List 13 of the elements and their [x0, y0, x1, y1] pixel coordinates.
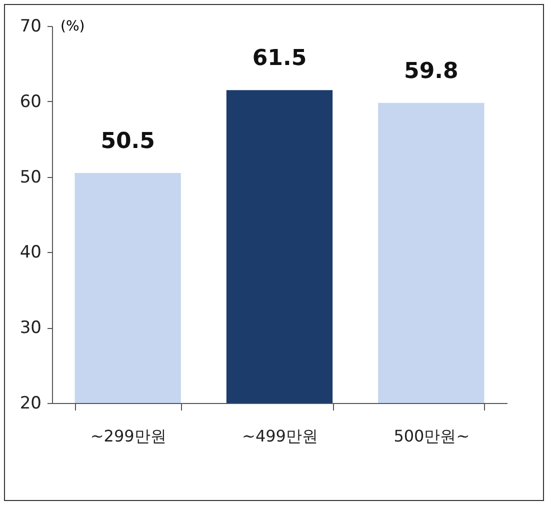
x-tick-label: ~299만원: [90, 426, 166, 446]
y-tick-label: 20: [20, 394, 42, 414]
y-tick-label: 70: [20, 16, 42, 36]
data-label: 61.5: [252, 46, 307, 72]
y-tick-label: 60: [20, 92, 42, 112]
x-tick-label: 500만원~: [394, 426, 470, 446]
data-label: 50.5: [100, 129, 155, 154]
y-tick-label: 30: [20, 318, 42, 338]
data-label: 59.8: [404, 58, 458, 84]
x-tick-label: ~499만원: [242, 426, 318, 446]
y-axis-title: (%): [60, 18, 85, 34]
y-tick-label: 50: [20, 167, 42, 188]
y-tick-label: 40: [20, 242, 42, 263]
